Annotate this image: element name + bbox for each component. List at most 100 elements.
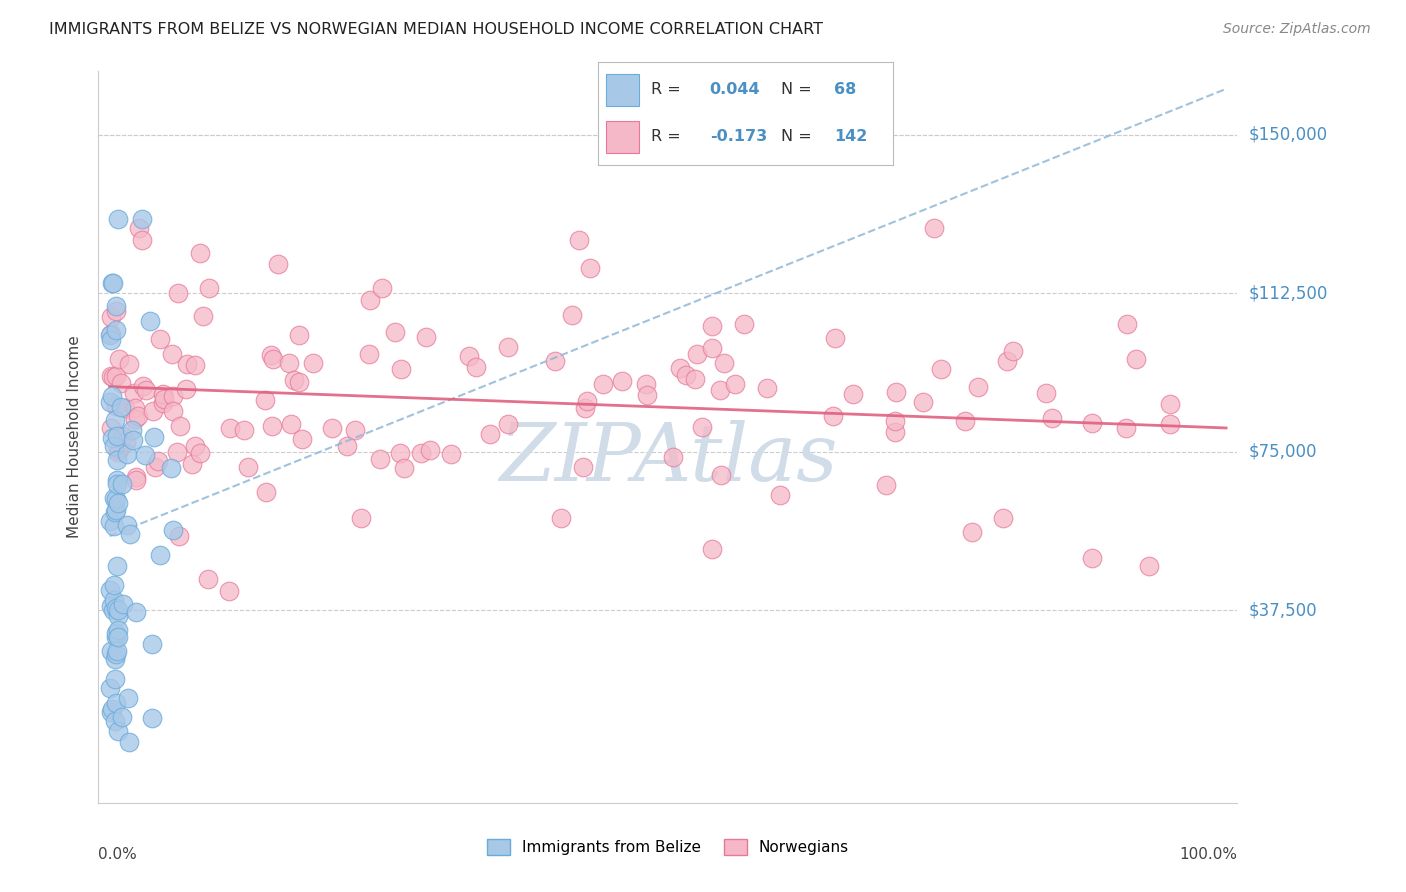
Point [841,387,863,401]
Point [733,317,755,331]
Point [389,362,412,376]
Point [700,341,723,355]
Point [236,459,259,474]
Point [104,506,127,520]
Text: Source: ZipAtlas.com: Source: ZipAtlas.com [1223,22,1371,37]
Text: $37,500: $37,500 [1249,601,1317,619]
Point [143,429,166,443]
Point [176,357,198,371]
Point [105,369,128,384]
Point [100,705,122,719]
Point [686,346,709,360]
Point [458,350,481,364]
Point [267,257,290,271]
Point [288,328,311,343]
Point [184,439,207,453]
Point [117,517,139,532]
Point [572,459,595,474]
Point [884,385,907,400]
Point [100,326,122,341]
Point [384,325,406,339]
Point [911,395,934,409]
Point [127,409,149,424]
Point [105,644,128,658]
Point [262,351,284,366]
Point [254,485,277,500]
Point [162,404,184,418]
Point [166,445,188,459]
Point [1081,417,1104,431]
Point [159,460,181,475]
Point [350,510,373,524]
Point [193,309,215,323]
Point [104,502,127,516]
Point [1001,344,1024,359]
Point [409,446,432,460]
Text: R =: R = [651,82,686,97]
Point [131,234,153,248]
Point [103,578,125,592]
Point [104,399,127,413]
Point [101,431,124,445]
Point [884,414,907,428]
Point [1116,317,1139,331]
Point [132,379,155,393]
Point [100,421,122,435]
Point [108,351,131,366]
Point [135,383,157,397]
Point [574,401,596,415]
Point [321,421,343,435]
Point [634,377,657,392]
Point [105,647,128,661]
Point [561,309,583,323]
Point [1159,417,1181,431]
Point [190,446,212,460]
Point [344,423,367,437]
Point [125,469,148,483]
Point [415,330,437,344]
Point [1159,397,1181,411]
Point [124,401,146,416]
Point [105,559,128,574]
Point [98,681,121,695]
Point [1080,550,1102,565]
Point [153,392,176,407]
FancyBboxPatch shape [606,74,638,105]
Point [291,433,314,447]
Point [124,412,146,426]
Point [111,476,134,491]
Point [117,734,139,748]
Point [496,341,519,355]
Point [142,404,165,418]
Text: 0.0%: 0.0% [98,847,138,862]
Text: N =: N = [780,82,817,97]
Point [107,445,129,459]
Point [104,304,127,318]
Point [283,373,305,387]
Text: N =: N = [780,128,817,144]
Point [592,377,614,392]
Point [700,318,723,333]
Point [160,347,183,361]
Point [756,381,779,395]
Point [101,369,124,384]
Point [960,525,983,540]
Point [371,281,394,295]
Point [700,542,723,557]
Point [101,276,124,290]
Point [683,372,706,386]
Point [368,452,391,467]
Point [392,461,415,475]
Point [114,401,136,415]
Text: 68: 68 [834,82,856,97]
Point [188,246,211,260]
Point [104,413,127,427]
Point [100,333,122,347]
Point [713,356,735,370]
Point [134,448,156,462]
Point [149,548,172,562]
Legend: Immigrants from Belize, Norwegians: Immigrants from Belize, Norwegians [481,833,855,861]
Point [107,624,129,638]
Point [167,285,190,300]
Point [107,477,129,491]
